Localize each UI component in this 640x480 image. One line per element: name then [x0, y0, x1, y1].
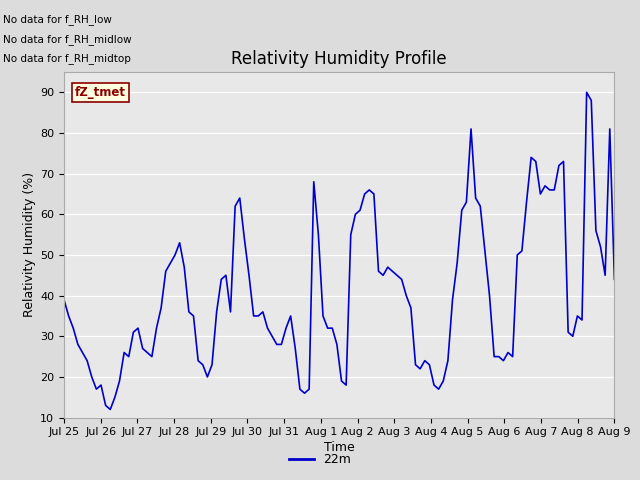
- Title: Relativity Humidity Profile: Relativity Humidity Profile: [232, 49, 447, 68]
- Legend: 22m: 22m: [284, 448, 356, 471]
- Text: fZ_tmet: fZ_tmet: [75, 86, 126, 99]
- Text: No data for f_RH_low: No data for f_RH_low: [3, 14, 112, 25]
- Text: No data for f_RH_midlow: No data for f_RH_midlow: [3, 34, 132, 45]
- Y-axis label: Relativity Humidity (%): Relativity Humidity (%): [23, 172, 36, 317]
- Text: No data for f_RH_midtop: No data for f_RH_midtop: [3, 53, 131, 64]
- X-axis label: Time: Time: [324, 442, 355, 455]
